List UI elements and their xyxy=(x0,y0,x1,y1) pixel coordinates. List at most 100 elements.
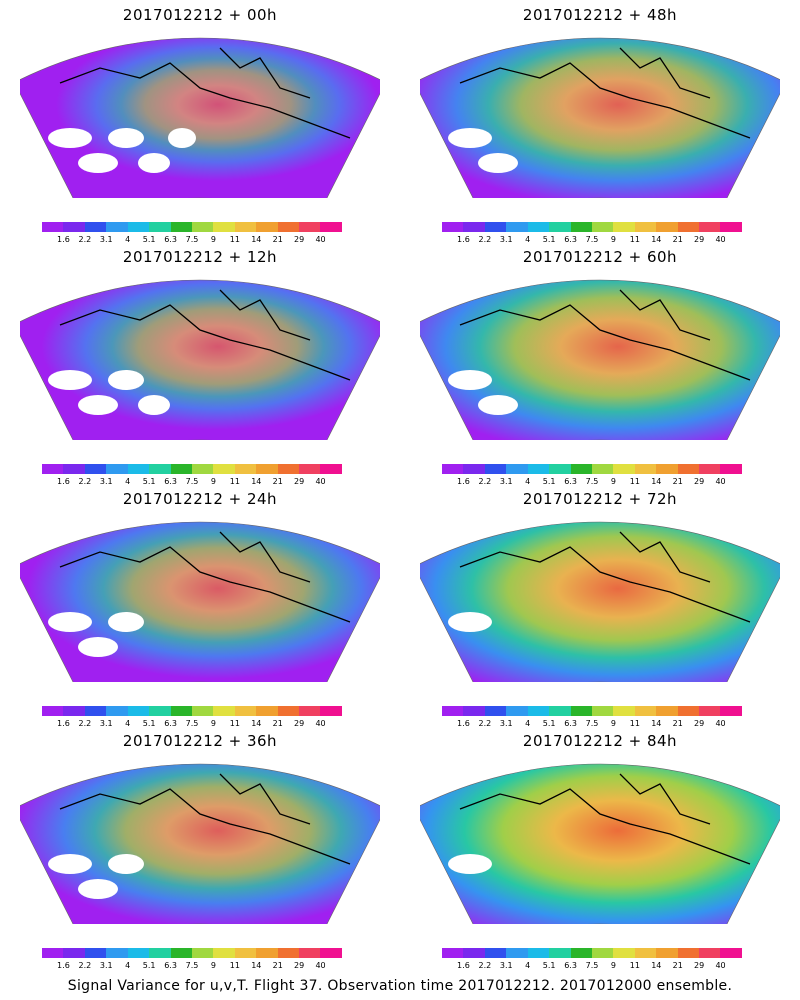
colorbar-tick-label: 5.1 xyxy=(542,961,556,970)
colorbar-swatch xyxy=(234,948,257,958)
low-variance-patch xyxy=(108,370,144,390)
colorbar xyxy=(442,948,742,958)
colorbar-tick-label: 11 xyxy=(229,235,240,244)
colorbar-swatch xyxy=(106,948,128,958)
colorbar-tick-label: 5.1 xyxy=(542,719,556,728)
colorbar-swatch xyxy=(256,222,278,232)
map-panel: 2017012212 + 60h 1.6 2.2 3.1 4 5.1 6.3 7.5 9 11 14… xyxy=(400,242,800,486)
colorbar-swatch xyxy=(720,222,742,232)
variance-map xyxy=(20,521,380,682)
colorbar-swatch xyxy=(613,464,635,474)
colorbar-tick-label: 4 xyxy=(525,477,531,486)
colorbar-swatch xyxy=(656,706,678,716)
colorbar-swatch xyxy=(320,464,342,474)
colorbar-swatch xyxy=(63,948,85,958)
colorbar-tick-label: 4 xyxy=(125,477,131,486)
colorbar-swatch xyxy=(127,464,150,474)
panel-title: 2017012212 + 12h xyxy=(122,248,278,266)
colorbar-swatch xyxy=(549,706,571,716)
colorbar-swatch xyxy=(570,706,592,716)
low-variance-patch xyxy=(448,128,492,148)
colorbar-swatch xyxy=(613,706,635,716)
colorbar-swatch xyxy=(463,222,485,232)
colorbar-swatch xyxy=(720,706,742,716)
colorbar-swatch xyxy=(84,706,107,716)
colorbar-swatch xyxy=(106,706,128,716)
colorbar-tick-label: 21 xyxy=(272,961,283,970)
colorbar-swatch xyxy=(149,464,171,474)
colorbar-tick-label: 14 xyxy=(251,477,262,486)
colorbar-swatch xyxy=(506,706,528,716)
colorbar-tick-label: 9 xyxy=(210,719,216,728)
colorbar-tick-label: 6.3 xyxy=(164,719,177,728)
colorbar-tick-label: 2.2 xyxy=(78,477,92,486)
colorbar-swatch xyxy=(656,464,678,474)
low-variance-patch xyxy=(168,128,196,148)
colorbar-tick-label: 2.2 xyxy=(478,961,492,970)
colorbar-ticks: 1.6 2.2 3.1 4 5.1 6.3 7.5 9 11 14 21 29 40 xyxy=(42,719,342,729)
colorbar-swatch xyxy=(42,706,64,716)
colorbar-ticks: 1.6 2.2 3.1 4 5.1 6.3 7.5 9 11 14 21 29 40 xyxy=(42,961,342,971)
colorbar-swatch xyxy=(42,464,64,474)
colorbar-swatch xyxy=(170,706,192,716)
colorbar-ticks: 1.6 2.2 3.1 4 5.1 6.3 7.5 9 11 14 21 29 40 xyxy=(442,235,742,245)
colorbar-tick-label: 29 xyxy=(694,719,705,728)
variance-field xyxy=(420,521,780,682)
colorbar-tick-label: 29 xyxy=(694,477,705,486)
colorbar-swatch xyxy=(277,706,300,716)
colorbar-tick-label: 21 xyxy=(672,235,683,244)
colorbar-tick-label: 7.5 xyxy=(185,235,199,244)
low-variance-patch xyxy=(108,612,144,632)
variance-field xyxy=(20,521,380,682)
colorbar-tick-label: 3.1 xyxy=(499,477,513,486)
low-variance-patch xyxy=(48,128,92,148)
map-panel: 2017012212 + 24h 1.6 2.2 3.1 4 5.1 6.3 7.5 9 11 14… xyxy=(0,484,400,729)
colorbar-swatch xyxy=(191,706,214,716)
colorbar-swatch xyxy=(549,464,571,474)
map-panel: 2017012212 + 12h 1.6 2.2 3.1 4 5.1 6.3 7.5 9 11 14… xyxy=(0,242,400,486)
colorbar-tick-label: 3.1 xyxy=(99,719,113,728)
colorbar-swatch xyxy=(549,222,571,232)
colorbar-tick-label: 2.2 xyxy=(78,719,92,728)
colorbar-swatch xyxy=(591,464,614,474)
variance-map xyxy=(420,37,780,198)
colorbar-swatch xyxy=(213,706,235,716)
low-variance-patch xyxy=(108,854,144,874)
map-outline xyxy=(420,37,780,198)
map-panel: 2017012212 + 84h 1.6 2.2 3.1 4 5.1 6.3 7.5 9 11 14… xyxy=(400,726,800,970)
colorbar-swatch xyxy=(127,948,150,958)
colorbar-swatch xyxy=(656,222,678,232)
colorbar-swatch xyxy=(699,464,721,474)
colorbar-tick-label: 14 xyxy=(651,961,662,970)
colorbar-swatch xyxy=(84,464,107,474)
colorbar-swatch xyxy=(213,464,235,474)
colorbar-swatch xyxy=(84,222,107,232)
low-variance-patch xyxy=(138,395,170,415)
colorbar-swatch xyxy=(277,948,300,958)
colorbar-tick-label: 5.1 xyxy=(142,961,156,970)
low-variance-patch xyxy=(478,395,518,415)
coastline xyxy=(459,289,751,381)
colorbar-tick-label: 14 xyxy=(251,719,262,728)
panel-title: 2017012212 + 84h xyxy=(522,732,678,750)
colorbar-swatch xyxy=(570,222,592,232)
low-variance-patch xyxy=(448,370,492,390)
colorbar-swatch xyxy=(191,222,214,232)
colorbar-tick-label: 7.5 xyxy=(585,235,599,244)
colorbar-tick-label: 11 xyxy=(629,235,640,244)
colorbar-swatch xyxy=(442,464,464,474)
colorbar-swatch xyxy=(277,222,300,232)
variance-field xyxy=(20,763,380,924)
colorbar-swatch xyxy=(320,706,342,716)
colorbar-swatch xyxy=(42,948,64,958)
low-variance-patch xyxy=(78,395,118,415)
colorbar-swatch xyxy=(149,222,171,232)
colorbar-tick-label: 29 xyxy=(294,719,305,728)
colorbar-tick-label: 14 xyxy=(651,235,662,244)
map-panel: 2017012212 + 48h 1.6 2.2 3.1 4 5.1 6.3 7.5 9 11 14… xyxy=(400,0,800,245)
colorbar-swatch xyxy=(634,222,657,232)
colorbar-tick-label: 6.3 xyxy=(564,961,577,970)
colorbar-swatch xyxy=(549,948,571,958)
colorbar-tick-label: 11 xyxy=(229,961,240,970)
colorbar-tick-label: 1.6 xyxy=(57,961,70,970)
